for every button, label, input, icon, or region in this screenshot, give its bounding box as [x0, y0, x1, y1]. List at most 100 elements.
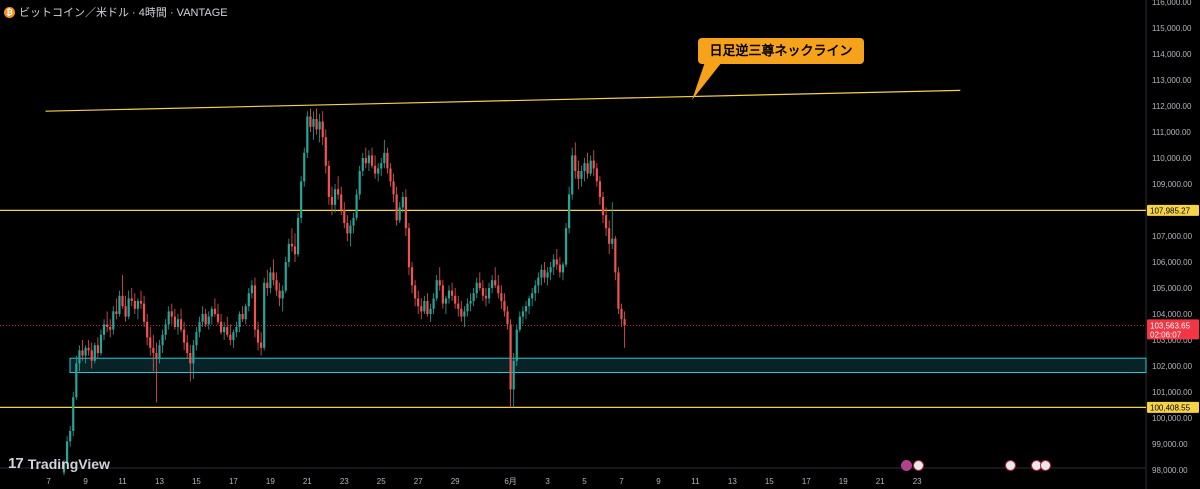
candle-body [293, 246, 297, 255]
candle-body [472, 293, 475, 301]
candle-body [383, 152, 386, 164]
tradingview-logo: 17 TradingView [8, 455, 110, 472]
candle-body [614, 238, 617, 273]
candle-body [478, 282, 481, 288]
candle-body [204, 314, 207, 325]
candle-body [152, 347, 155, 353]
candle-body [500, 293, 503, 301]
candle-body [546, 272, 549, 278]
y-tick-label: 98,000.00 [1152, 466, 1188, 475]
candle-body [392, 181, 395, 195]
candle-body [189, 353, 192, 364]
candle-body [506, 311, 509, 325]
candle-body [595, 168, 598, 182]
candle-body [527, 298, 531, 307]
candle-body [99, 334, 103, 353]
candle-body [226, 327, 229, 335]
tradingview-logo-text: TradingView [27, 455, 110, 472]
candle-body [266, 282, 269, 288]
last-price-tag-box [1147, 319, 1199, 340]
candle-body [414, 285, 417, 299]
candle-body [494, 280, 497, 286]
candle-body [247, 293, 250, 307]
candle-body [407, 228, 411, 268]
candle-body [574, 155, 577, 171]
candle-body [287, 243, 290, 262]
candle-body [580, 171, 583, 179]
candle-body [463, 311, 466, 317]
candle-body [102, 324, 106, 335]
candle-body [210, 308, 213, 317]
candle-body [429, 308, 432, 314]
candle-body [164, 324, 167, 335]
candle-body [454, 295, 457, 304]
neckline-callout[interactable]: 日足逆三尊ネックライン [698, 38, 864, 64]
candle-body [62, 462, 66, 473]
candle-body [491, 280, 494, 288]
candle-body [229, 334, 232, 340]
candle-body [284, 262, 287, 291]
candle-body [146, 321, 149, 338]
candle-body [564, 228, 568, 265]
candle-body [352, 217, 355, 226]
candle-body [213, 308, 217, 314]
candle-body [136, 301, 140, 309]
candle-body [355, 194, 358, 218]
candle-body [173, 316, 176, 327]
candle-body [558, 264, 561, 273]
x-tick-label: 7 [619, 477, 624, 486]
x-tick-label: 9 [83, 477, 88, 486]
candle-body [232, 332, 235, 340]
candle-body [155, 353, 158, 359]
candle-body [487, 288, 491, 299]
y-tick-label: 107,000.00 [1152, 232, 1193, 241]
candle-body [327, 165, 330, 197]
candle-body [96, 345, 99, 353]
candle-body [238, 314, 241, 327]
candle-body [340, 194, 343, 210]
bitcoin-coin-icon: ₿ [4, 6, 15, 18]
candle-body [269, 272, 272, 288]
x-tick-label: 23 [340, 477, 349, 486]
callout-pointer [692, 62, 722, 100]
candle-body [78, 350, 81, 364]
candle-body [623, 319, 626, 326]
candle-body [142, 303, 146, 322]
candle-body [167, 311, 170, 325]
us-flag-icon[interactable] [1005, 460, 1016, 471]
y-tick-label: 105,000.00 [1152, 284, 1193, 293]
candle-body [457, 303, 460, 309]
tradingview-logo-mark: 17 [8, 455, 24, 472]
candle-body [223, 327, 226, 333]
candle-body [469, 301, 472, 304]
candle-body [509, 324, 512, 390]
candle-body [75, 363, 78, 398]
candle-body [139, 301, 143, 304]
candle-body [386, 152, 389, 169]
candle-body [278, 290, 281, 299]
x-tick-label: 15 [192, 477, 201, 486]
candle-body [531, 293, 534, 299]
candle-body [395, 194, 398, 221]
candle-body [441, 285, 444, 304]
candle-body [466, 303, 469, 312]
candle-body [90, 350, 93, 361]
support-zone [69, 357, 1147, 374]
candle-body [109, 327, 112, 330]
last-price-tag-text: 103,563.65 [1150, 321, 1191, 330]
candle-body [330, 197, 334, 205]
candle-body [312, 119, 315, 127]
candle-body [161, 334, 164, 346]
candle-body [389, 168, 392, 182]
candle-body [543, 269, 546, 278]
y-tick-label: 104,000.00 [1152, 310, 1193, 319]
candle-body [358, 171, 361, 195]
us-flag-icon[interactable] [913, 460, 924, 471]
candle-body [377, 168, 380, 174]
candle-body [518, 316, 521, 330]
candle-body [121, 295, 124, 307]
us-flag-icon[interactable] [1040, 460, 1051, 471]
lightning-icon[interactable] [901, 460, 912, 471]
